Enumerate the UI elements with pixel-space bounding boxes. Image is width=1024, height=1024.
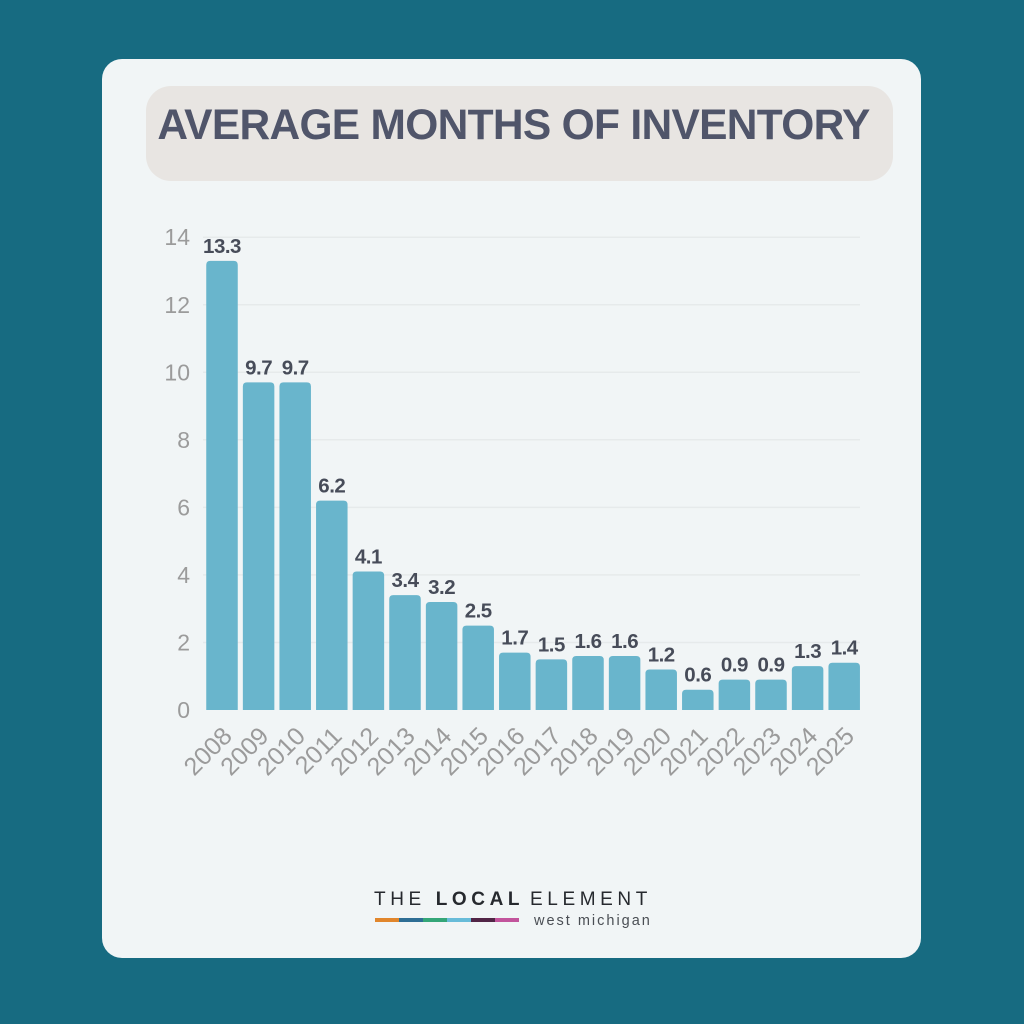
svg-text:0.9: 0.9: [758, 654, 785, 677]
svg-text:1.4: 1.4: [831, 637, 859, 660]
svg-text:0.9: 0.9: [721, 654, 748, 677]
svg-text:1.6: 1.6: [611, 630, 638, 653]
svg-text:3.4: 3.4: [392, 569, 420, 592]
svg-text:1.3: 1.3: [794, 640, 821, 663]
svg-text:9.7: 9.7: [282, 356, 309, 379]
svg-text:6: 6: [177, 494, 190, 520]
svg-text:8: 8: [177, 427, 190, 453]
svg-text:12: 12: [164, 292, 190, 318]
svg-text:4: 4: [177, 562, 190, 588]
svg-text:2.5: 2.5: [465, 600, 492, 623]
svg-text:0: 0: [177, 697, 190, 723]
svg-text:1.5: 1.5: [538, 633, 565, 656]
svg-text:13.3: 13.3: [203, 235, 241, 258]
svg-text:3.2: 3.2: [428, 576, 455, 599]
svg-text:2: 2: [177, 630, 190, 656]
svg-text:10: 10: [164, 359, 190, 385]
svg-text:6.2: 6.2: [318, 475, 345, 498]
svg-text:14: 14: [164, 224, 190, 250]
svg-text:9.7: 9.7: [245, 356, 272, 379]
svg-text:1.7: 1.7: [501, 627, 528, 650]
svg-text:1.6: 1.6: [575, 630, 602, 653]
svg-text:1.2: 1.2: [648, 644, 675, 667]
svg-text:4.1: 4.1: [355, 546, 382, 569]
svg-text:0.6: 0.6: [684, 664, 711, 687]
